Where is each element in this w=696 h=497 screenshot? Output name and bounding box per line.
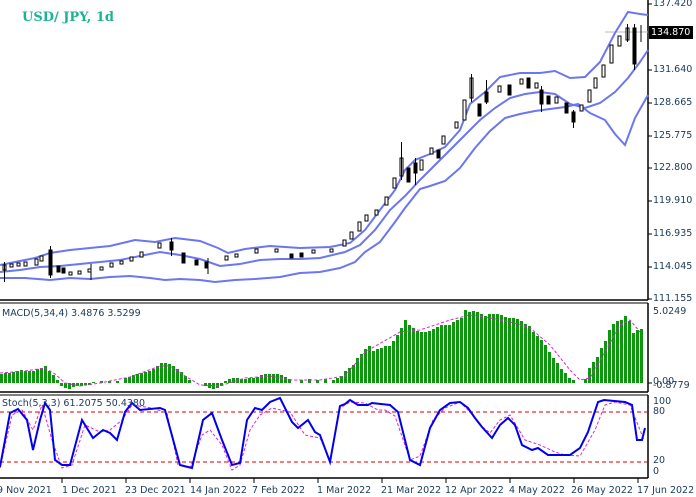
y-tick-label: 111.155	[653, 293, 693, 304]
stoch-y-tick: 100	[653, 396, 672, 407]
stoch-y-tick: 0	[653, 466, 660, 477]
panel-frames	[0, 0, 649, 479]
x-tick-label: 26 May 2022	[571, 485, 633, 496]
stoch-y-tick: 80	[653, 406, 666, 417]
y-tick-label: 128.665	[653, 97, 693, 108]
x-tick-label: 17 Jun 2022	[637, 485, 695, 496]
macd-y-tick: -0.8779	[653, 380, 690, 391]
y-tick-label: 119.910	[653, 195, 693, 206]
x-tick-label: 12 Apr 2022	[445, 485, 504, 496]
y-tick-label: 114.045	[653, 261, 693, 272]
y-tick-label: 137.420	[653, 0, 693, 9]
y-tick-label: 122.800	[653, 162, 693, 173]
macd-y-tick: 5.0249	[653, 306, 687, 317]
x-tick-label: 1 Dec 2021	[62, 485, 117, 496]
x-tick-label: 21 Mar 2022	[381, 485, 442, 496]
stoch-levels	[0, 411, 648, 463]
x-tick-label: 9 Nov 2021	[0, 485, 52, 496]
x-tick-label: 4 May 2022	[509, 485, 565, 496]
macd-histogram	[0, 310, 643, 389]
x-tick-label: 1 Mar 2022	[317, 485, 372, 496]
x-axis-ticks	[61, 478, 639, 483]
candlesticks	[2, 24, 642, 282]
x-tick-label: 14 Jan 2022	[190, 485, 247, 496]
y-axis-ticks	[648, 3, 652, 384]
macd-label: MACD(5,34,4) 3.4876 3.5299	[2, 308, 141, 319]
chart-title: USD/ JPY, 1d	[22, 10, 114, 25]
bollinger-bands	[0, 10, 649, 284]
y-tick-label: 116.935	[653, 228, 693, 239]
macd-y-tick: 0.00	[653, 376, 675, 387]
bollinger-upper	[0, 10, 649, 266]
macd-signal-line	[0, 314, 641, 387]
x-tick-label: 7 Feb 2022	[252, 485, 306, 496]
x-tick-label: 23 Dec 2021	[125, 485, 186, 496]
stoch-y-tick: 20	[653, 455, 666, 466]
bollinger-lower	[0, 94, 649, 284]
bollinger-middle	[0, 49, 649, 273]
y-tick-label: 125.775	[653, 130, 693, 141]
y-tick-label: 131.640	[653, 64, 693, 75]
stoch-main-line	[0, 396, 646, 470]
current-price-tag: 134.870	[649, 26, 694, 39]
stoch-label: Stoch(5,3,3) 61.2075 50.4380	[2, 398, 146, 409]
